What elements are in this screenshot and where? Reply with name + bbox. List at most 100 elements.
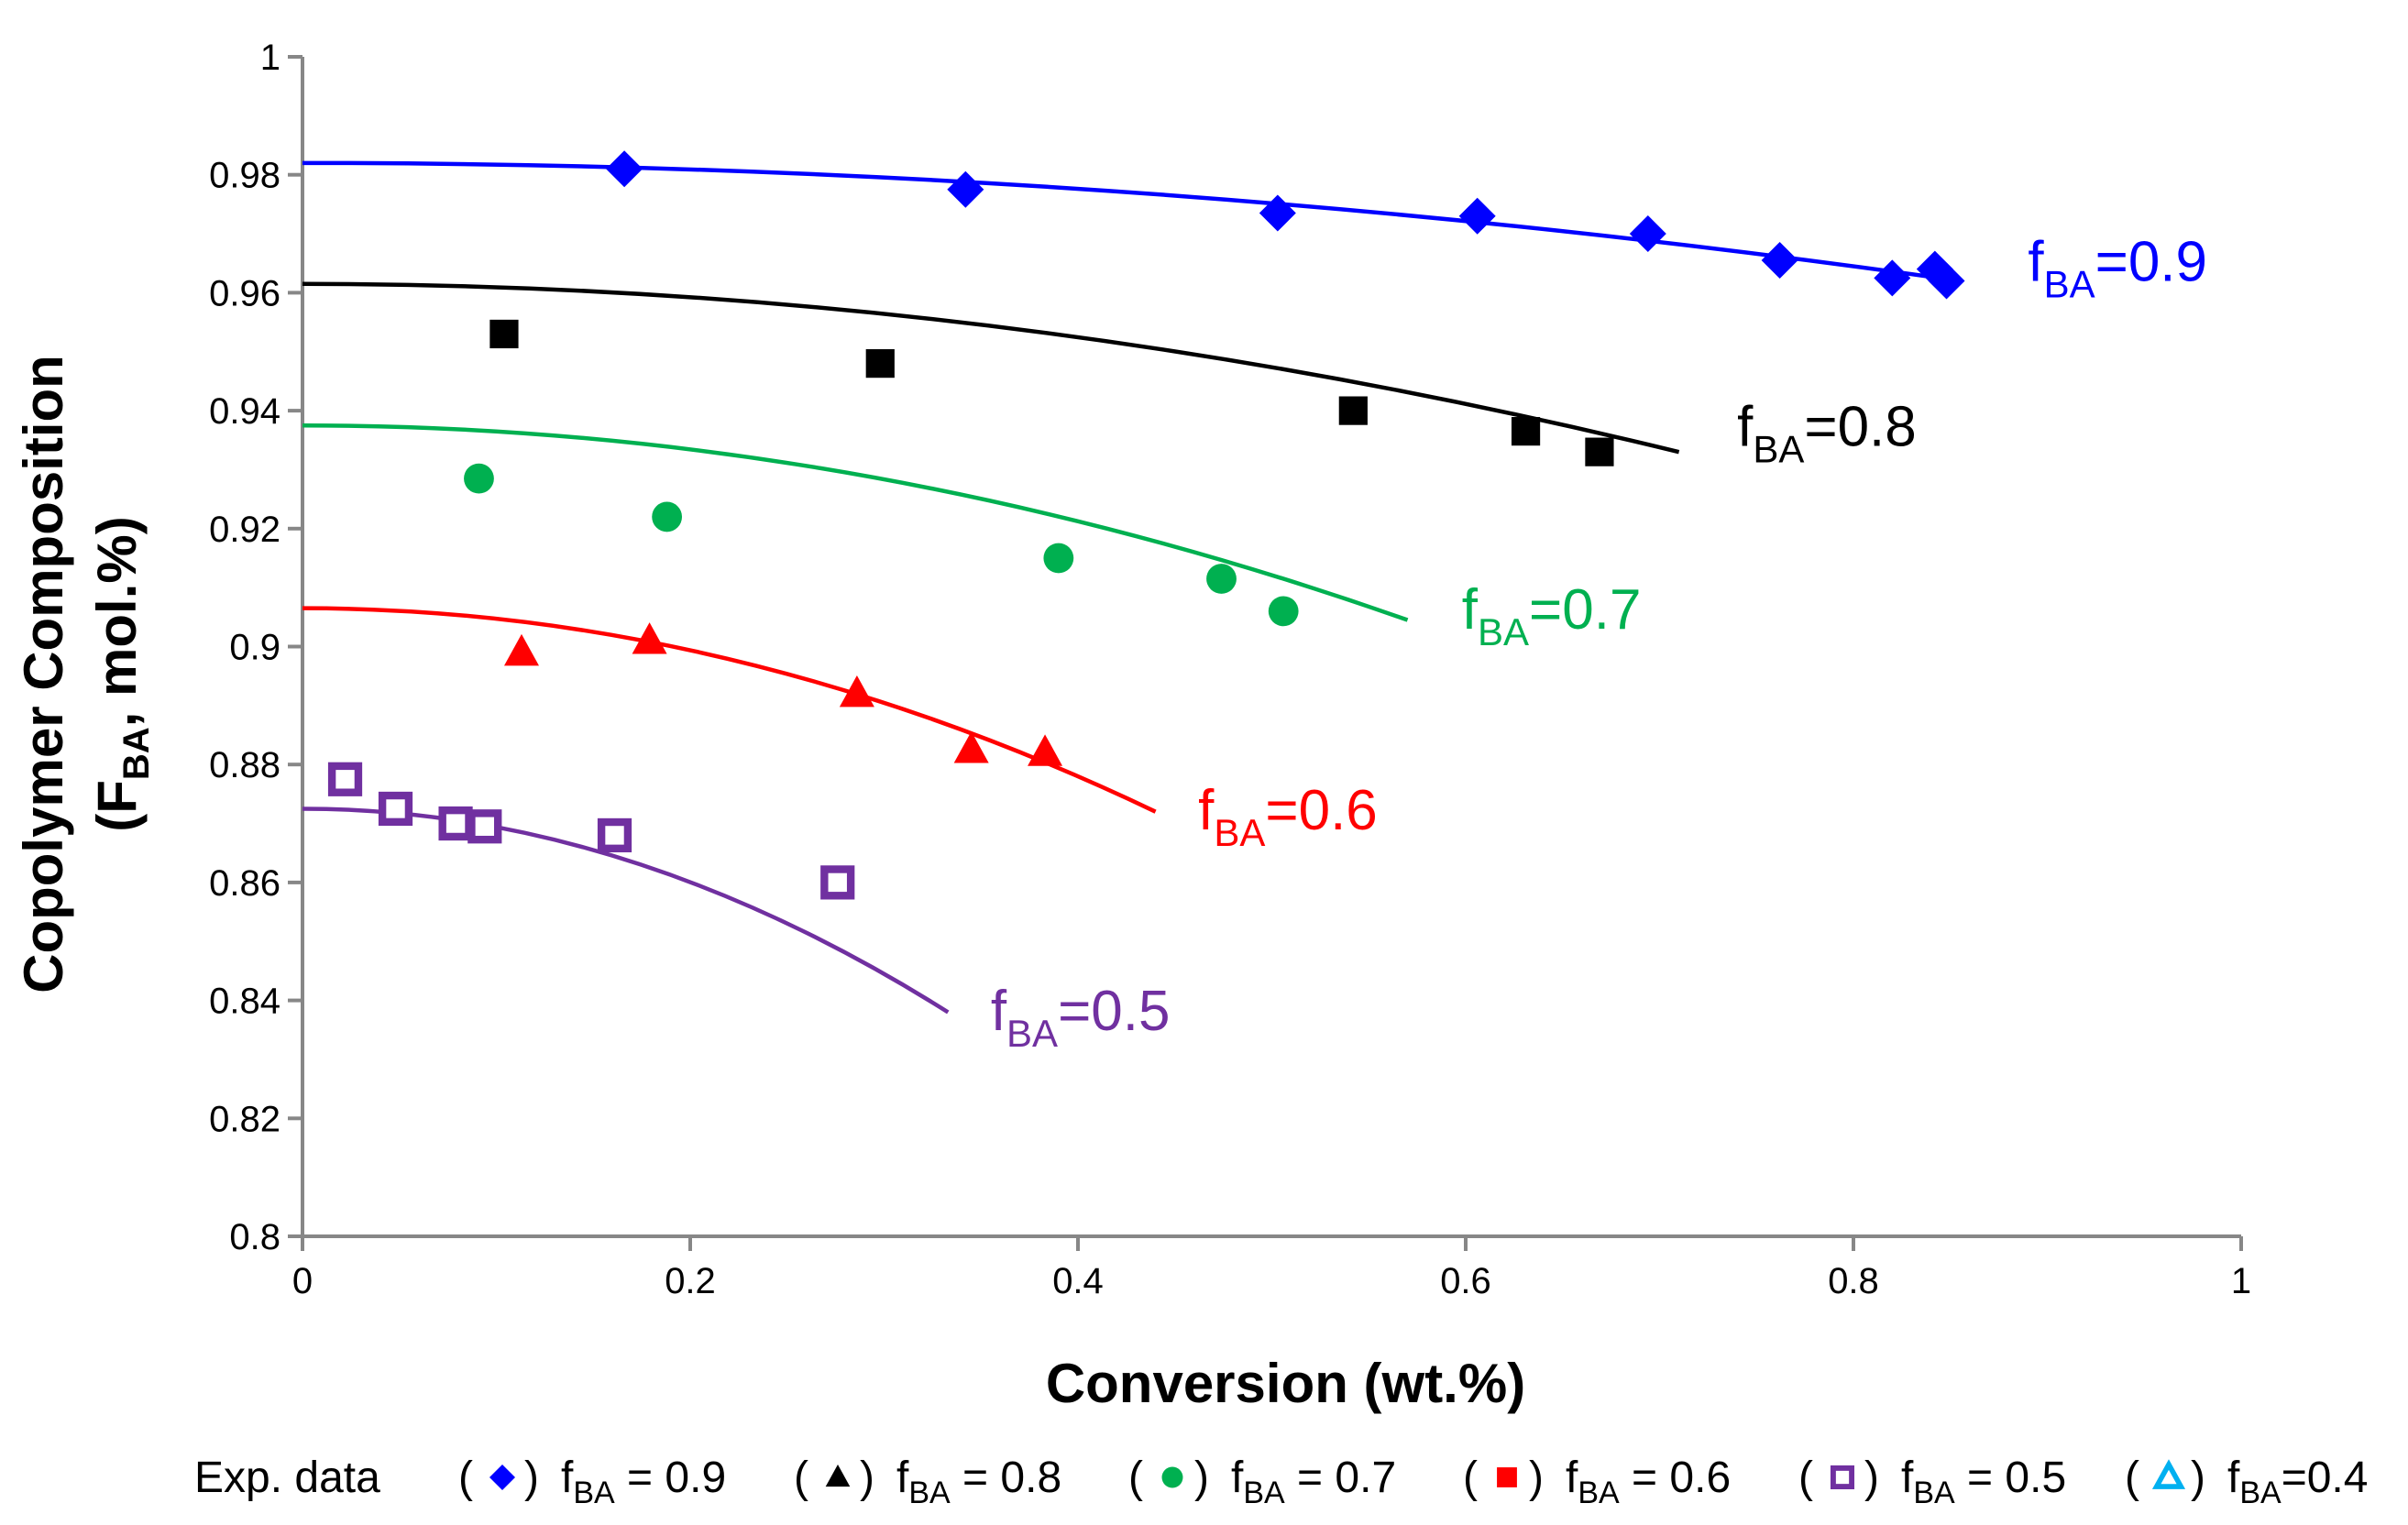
- curve-label-suffix: =0.7: [1529, 578, 1641, 642]
- model-curve-3: [302, 422, 1409, 622]
- curve-label-5: fBA=0.5: [991, 980, 1171, 1055]
- curve-label-subscript: BA: [1478, 610, 1529, 653]
- legend-label-suffix: = 0.8: [951, 1454, 1061, 1502]
- y-tick-label: 0.96: [209, 273, 280, 313]
- curve-label-subscript: BA: [2044, 263, 2095, 306]
- data-point: [1585, 437, 1614, 466]
- curve-label-4: fBA=0.6: [1198, 779, 1378, 854]
- legend-label-suffix: = 0.9: [615, 1454, 726, 1502]
- data-point: [438, 806, 473, 841]
- legend-marker: [1497, 1467, 1517, 1487]
- legend-label: fBA = 0.6: [1566, 1454, 1731, 1510]
- data-point: [489, 319, 519, 349]
- data-point: [1629, 215, 1666, 253]
- legend-label: fBA = 0.7: [1231, 1454, 1396, 1510]
- legend-close-paren: ): [1529, 1454, 1544, 1502]
- legend-open-paren: (: [458, 1454, 473, 1502]
- legend-close-paren: ): [1864, 1454, 1879, 1502]
- y-tick-label: 1: [260, 38, 280, 78]
- legend-label-subscript: BA: [1578, 1476, 1620, 1510]
- legend: Exp. data() fBA = 0.9() fBA = 0.8() fBA = 0…: [194, 1454, 2368, 1510]
- ticks: 0.8 0.82 0.84 0.86 0.88 0.9 0.92 0.94 0.96 0.98 1 0…: [209, 38, 2251, 1301]
- y-tick-label: 0.86: [209, 863, 280, 904]
- curve-label-prefix: f: [1198, 779, 1215, 842]
- x-tick-label: 0.4: [1052, 1261, 1104, 1301]
- legend-title: Exp. data: [194, 1454, 380, 1502]
- data-point: [378, 791, 413, 827]
- legend-entry: () fBA = 0.5: [1798, 1454, 2066, 1510]
- curve-label-prefix: f: [2028, 231, 2044, 294]
- y-axis-title-suffix: , mol.%): [86, 516, 148, 727]
- x-tick-label: 0.2: [665, 1261, 716, 1301]
- legend-label-suffix: = 0.6: [1620, 1454, 1731, 1502]
- legend-label-subscript: BA: [1243, 1476, 1285, 1510]
- data-point: [953, 731, 989, 763]
- legend-close-paren: ): [524, 1454, 539, 1502]
- legend-label: fBA = 0.5: [1901, 1454, 2066, 1510]
- y-tick-label: 0.98: [209, 156, 280, 196]
- axes: [301, 57, 2241, 1238]
- data-point: [327, 762, 363, 796]
- curve-label-subscript: BA: [1006, 1012, 1058, 1055]
- legend-label-subscript: BA: [2239, 1476, 2282, 1510]
- data-point: [606, 150, 643, 188]
- x-tick-label: 0.6: [1440, 1261, 1491, 1301]
- data-point: [820, 865, 855, 900]
- curve-label-3: fBA=0.7: [1462, 578, 1642, 653]
- legend-label-prefix: f: [1901, 1454, 1914, 1502]
- model-curve-1: [302, 160, 1961, 283]
- x-tick-label: 0.8: [1828, 1261, 1879, 1301]
- legend-label-prefix: f: [2227, 1454, 2240, 1502]
- data-point: [1206, 564, 1237, 594]
- y-tick-label: 0.94: [209, 391, 280, 432]
- legend-marker: [2151, 1459, 2186, 1489]
- x-axis-title: Conversion (wt.%): [1046, 1353, 1525, 1414]
- legend-close-paren: ): [1194, 1454, 1209, 1502]
- curve-label-suffix: =0.8: [1804, 396, 1916, 459]
- curve-label-suffix: =0.5: [1058, 980, 1170, 1043]
- data-point: [1761, 242, 1798, 280]
- legend-marker: [1161, 1466, 1183, 1488]
- legend-entry: () fBA = 0.6: [1463, 1454, 1731, 1510]
- data-point: [597, 817, 632, 853]
- legend-open-paren: (: [1798, 1454, 1813, 1502]
- curve-label-suffix: =0.6: [1265, 779, 1377, 842]
- y-axis-title-prefix: (F: [86, 780, 148, 832]
- data-points: [327, 150, 1965, 900]
- legend-label-prefix: f: [1231, 1454, 1244, 1502]
- curve-label-prefix: f: [1737, 396, 1754, 459]
- legend-label-subscript: BA: [1913, 1476, 1955, 1510]
- curve-label-prefix: f: [991, 980, 1007, 1043]
- curve-label-suffix: =0.9: [2095, 231, 2207, 294]
- model-curve-4: [302, 606, 1157, 814]
- curve-label-prefix: f: [1462, 578, 1479, 642]
- legend-open-paren: (: [794, 1454, 808, 1502]
- legend-marker: [489, 1465, 515, 1490]
- y-axis-title-line1: Copolymer Composition: [13, 355, 74, 993]
- legend-label: fBA = 0.8: [896, 1454, 1061, 1510]
- data-point: [839, 675, 874, 708]
- y-tick-label: 0.8: [229, 1217, 280, 1257]
- legend-label: fBA = 0.9: [561, 1454, 726, 1510]
- legend-entry: () fBA = 0.9: [458, 1454, 726, 1510]
- curve-label-subscript: BA: [1214, 811, 1265, 854]
- legend-marker: [1830, 1465, 1855, 1490]
- data-point: [865, 349, 895, 379]
- y-tick-label: 0.82: [209, 1099, 280, 1139]
- legend-label: fBA=0.4: [2227, 1454, 2368, 1510]
- data-point: [632, 622, 667, 654]
- data-point: [1874, 259, 1911, 297]
- x-tick-label: 1: [2231, 1261, 2251, 1301]
- legend-label-suffix: = 0.7: [1285, 1454, 1396, 1502]
- legend-label-subscript: BA: [908, 1476, 951, 1510]
- legend-close-paren: ): [2191, 1454, 2205, 1502]
- axis-titles: Conversion (wt.%) Copolymer Composition …: [13, 355, 1525, 1414]
- legend-entry: () fBA = 0.7: [1128, 1454, 1396, 1510]
- data-point: [1259, 194, 1296, 232]
- legend-label-suffix: = 0.5: [1955, 1454, 2066, 1502]
- y-tick-label: 0.9: [229, 628, 280, 668]
- curve-label-1: fBA=0.9: [2028, 231, 2207, 306]
- legend-open-paren: (: [1463, 1454, 1478, 1502]
